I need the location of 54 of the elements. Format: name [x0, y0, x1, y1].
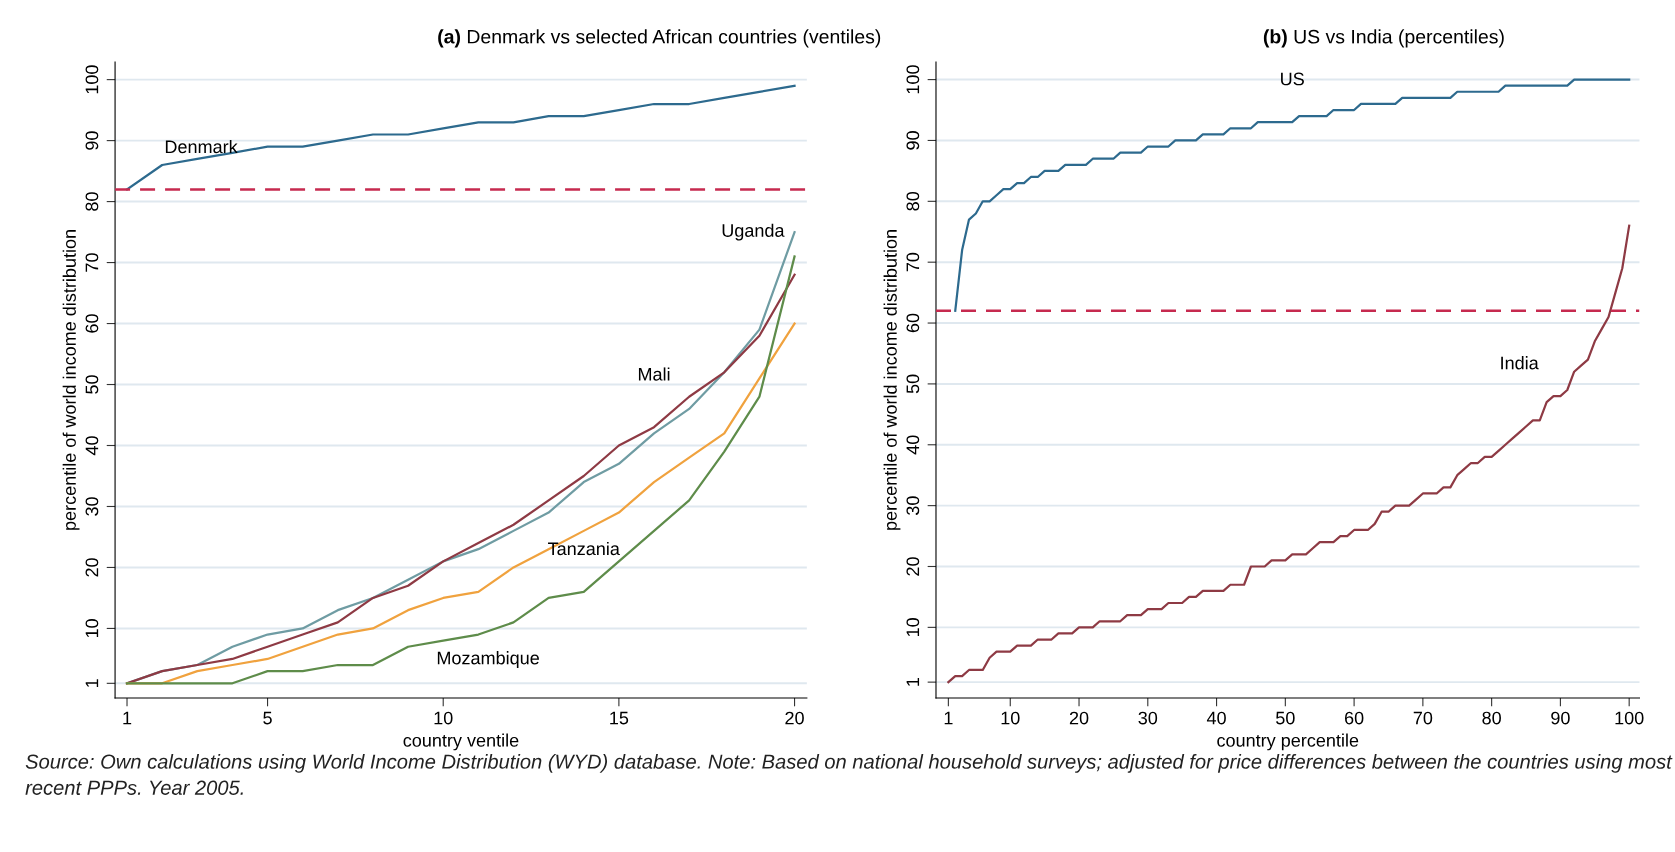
- y-tick-label: 30: [906, 496, 920, 515]
- x-tick-label: 15: [610, 711, 629, 725]
- chart-title: (b) US vs India (percentiles): [1263, 29, 1504, 48]
- x-tick-label: 90: [1551, 711, 1570, 725]
- series-label: Denmark: [165, 139, 238, 154]
- y-tick-label: 50: [906, 374, 920, 394]
- y-tick-label: 40: [85, 436, 99, 456]
- y-tick-label: 40: [906, 435, 920, 455]
- y-tick-label: 70: [906, 252, 920, 272]
- x-tick-label: 60: [1344, 711, 1364, 725]
- series-label: Mozambique: [437, 651, 539, 668]
- series-label: Tanzania: [548, 541, 620, 556]
- y-axis-title: percentile of world income distribution: [62, 230, 80, 530]
- y-tick-label: 70: [85, 253, 99, 272]
- x-tick-label: 30: [1138, 711, 1158, 725]
- x-tick-label: 70: [1413, 711, 1433, 725]
- y-tick-label: 100: [85, 65, 99, 94]
- x-tick-label: 80: [1482, 711, 1501, 725]
- x-axis-title: country ventile: [403, 733, 519, 751]
- y-axis-title: percentile of world income distribution: [883, 230, 901, 530]
- series-label: Mali: [638, 367, 670, 381]
- x-tick-label: 5: [263, 711, 272, 725]
- y-tick-label: 1: [906, 677, 920, 686]
- series-label: Uganda: [722, 223, 785, 241]
- source-note: Source: Own calculations using World Income Distribution (WYD) database. Note: Based on national household surveys; adjusted for price differences between the countries using most recent PPPs. Year 2005.: [25, 754, 1673, 795]
- y-tick-label: 60: [906, 313, 920, 333]
- y-tick-label: 30: [85, 497, 99, 516]
- y-tick-label: 90: [906, 131, 920, 150]
- series-label: India: [1501, 356, 1539, 370]
- x-tick-label: 100: [1615, 711, 1644, 725]
- y-tick-label: 20: [906, 557, 920, 576]
- x-axis-title: country percentile: [1217, 733, 1359, 751]
- chart-title: (a) Denmark vs selected African countries (ventiles): [438, 29, 881, 48]
- series-label: US: [1281, 72, 1304, 86]
- x-tick-label: 40: [1206, 711, 1226, 725]
- x-tick-label: 10: [434, 711, 453, 725]
- y-tick-label: 50: [85, 375, 99, 394]
- x-tick-label: 1: [944, 711, 953, 725]
- y-tick-label: 60: [85, 314, 99, 333]
- y-tick-label: 90: [85, 131, 99, 150]
- x-tick-label: 50: [1276, 711, 1295, 725]
- x-tick-label: 20: [785, 711, 804, 725]
- y-tick-label: 80: [906, 191, 920, 211]
- y-tick-label: 100: [906, 65, 920, 94]
- y-tick-label: 10: [85, 619, 99, 638]
- x-tick-label: 1: [123, 711, 132, 725]
- line-series: [947, 224, 1631, 684]
- x-tick-label: 10: [1001, 711, 1020, 725]
- y-tick-label: 1: [85, 679, 99, 687]
- line-series: [125, 84, 796, 191]
- y-tick-label: 10: [906, 618, 920, 637]
- x-tick-label: 20: [1069, 711, 1089, 725]
- y-tick-label: 20: [85, 558, 99, 577]
- y-tick-label: 80: [85, 192, 99, 211]
